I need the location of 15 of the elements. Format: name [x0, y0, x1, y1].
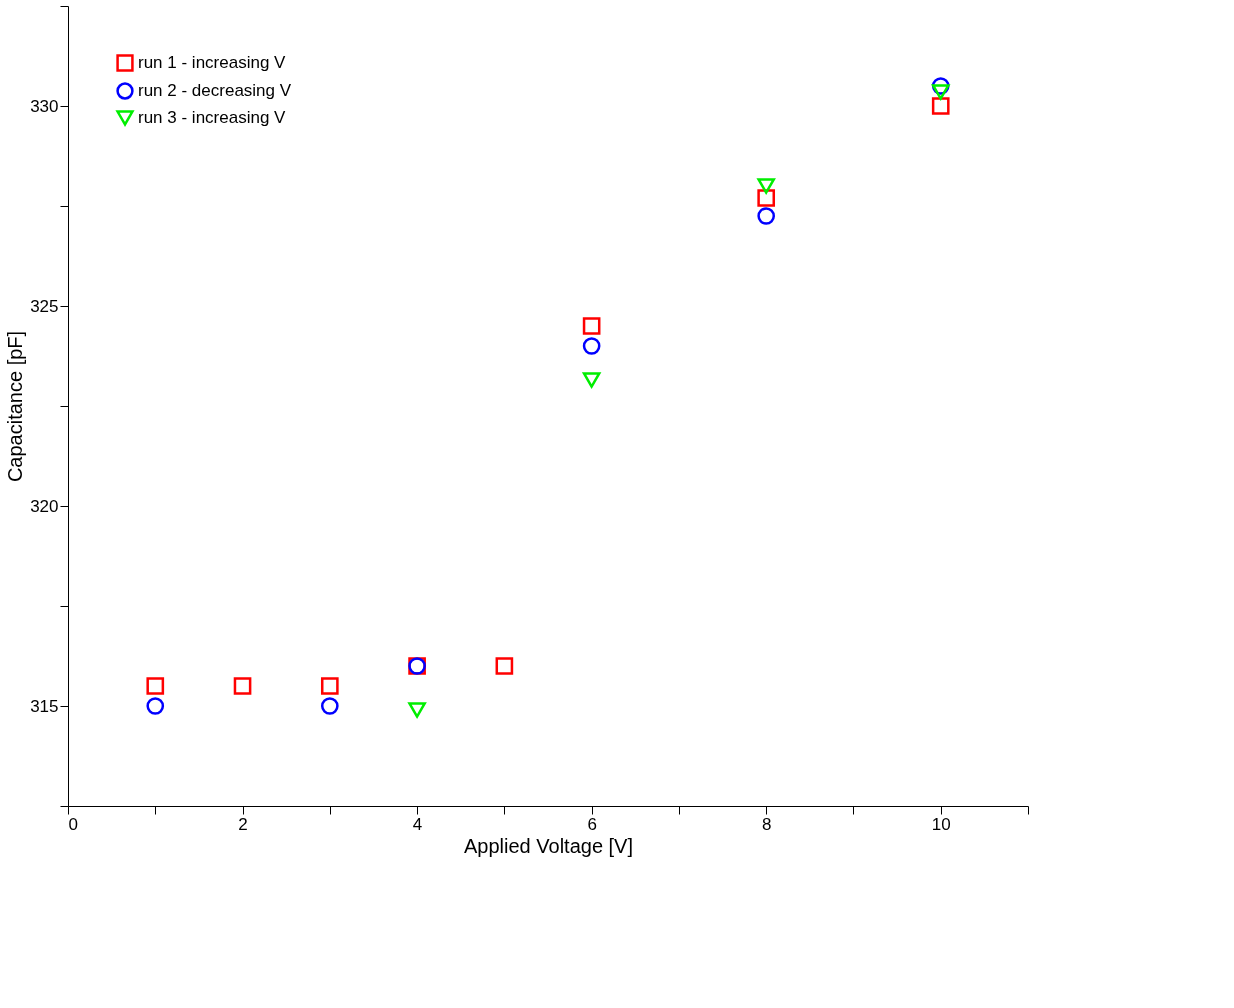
- x-tick-label: 4: [412, 814, 423, 834]
- x-tick-label: 8: [761, 814, 772, 834]
- x-tick-label: 6: [587, 814, 597, 834]
- y-tick-label: 325: [30, 296, 59, 316]
- legend-label: run 1 - increasing V: [138, 53, 287, 72]
- x-tick-label: 10: [931, 814, 951, 834]
- legend-label: run 3 - increasing V: [138, 108, 287, 127]
- y-tick-label: 320: [30, 496, 59, 516]
- legend-label: run 2 - decreasing V: [138, 81, 292, 100]
- y-tick-label: 330: [30, 96, 59, 116]
- y-tick-label: 315: [30, 696, 59, 716]
- x-tick-label: 0: [68, 814, 78, 834]
- x-tick-label: 2: [238, 814, 248, 834]
- y-axis-title: Capacitance [pF]: [4, 330, 27, 483]
- x-axis-title: Applied Voltage [V]: [463, 834, 634, 857]
